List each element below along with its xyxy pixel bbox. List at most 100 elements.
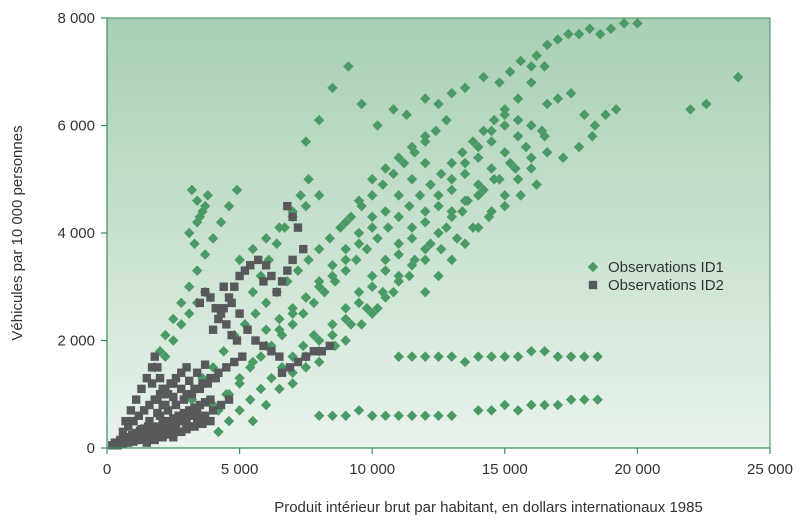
- point-id1-288: [446, 206, 457, 217]
- point-id1-43: [393, 211, 404, 223]
- point-id1-244: [433, 351, 444, 362]
- point-id1-111: [340, 335, 351, 346]
- point-id1-84: [380, 265, 391, 276]
- y-tick-label: 8 000: [57, 10, 95, 27]
- point-id2-34: [192, 408, 202, 418]
- point-id1-295: [340, 217, 351, 228]
- point-id1-264: [406, 410, 418, 421]
- x-axis-label: Produit intérieur brut par habitant, en …: [274, 499, 703, 516]
- point-id1-196: [271, 238, 282, 249]
- point-id2-45: [171, 373, 181, 383]
- point-id2-93: [267, 347, 276, 356]
- point-id1-208: [401, 109, 412, 120]
- point-id1-4: [218, 346, 229, 357]
- point-id2-54: [177, 384, 186, 394]
- point-id2-108: [317, 347, 327, 356]
- point-id1-81: [340, 313, 351, 325]
- point-id2-24: [139, 434, 149, 443]
- point-id1-85: [393, 249, 404, 260]
- point-id1-252: [539, 346, 550, 357]
- legend-label-id1: Observations ID1: [608, 259, 724, 276]
- point-id1-211: [446, 88, 457, 99]
- point-id1-237: [587, 131, 598, 142]
- point-id1-253: [552, 351, 564, 362]
- point-id2-59: [153, 363, 162, 372]
- point-id1-134: [313, 276, 325, 287]
- point-id2-146: [206, 373, 215, 383]
- point-id1-112: [356, 319, 367, 330]
- point-id1-107: [488, 174, 500, 185]
- point-id2-102: [272, 287, 281, 297]
- point-id1-64: [380, 254, 391, 266]
- point-id1-118: [451, 233, 463, 244]
- point-id1-172: [191, 265, 203, 276]
- point-id1-138: [367, 211, 378, 223]
- point-id2-82: [246, 261, 255, 270]
- point-id2-83: [253, 255, 263, 265]
- point-id2-14: [185, 406, 194, 415]
- point-id1-149: [393, 190, 404, 201]
- point-id1-137: [353, 227, 365, 239]
- point-id1-261: [367, 410, 378, 421]
- point-id1-222: [573, 28, 585, 40]
- point-id1-14: [324, 233, 335, 244]
- point-id1-122: [515, 190, 526, 201]
- point-id1-143: [313, 281, 325, 292]
- point-id2-10: [163, 416, 173, 426]
- point-id1-151: [420, 157, 431, 169]
- point-id1-293: [526, 152, 537, 163]
- point-id2-128: [126, 406, 136, 415]
- point-id1-117: [435, 243, 447, 255]
- point-id1-65: [393, 238, 404, 249]
- point-id1-136: [340, 243, 351, 255]
- point-id2-87: [219, 282, 228, 291]
- point-id1-156: [420, 243, 431, 255]
- point-id2-42: [155, 390, 165, 399]
- point-id2-25: [145, 431, 154, 441]
- point-id1-223: [584, 23, 595, 34]
- point-id1-256: [592, 351, 603, 362]
- point-id1-113: [372, 303, 383, 314]
- point-id1-140: [274, 313, 285, 325]
- point-id1-216: [515, 55, 526, 67]
- y-tick-label: 4 000: [57, 225, 95, 242]
- point-id2-84: [261, 261, 271, 270]
- point-id2-118: [142, 438, 151, 447]
- point-id1-207: [388, 104, 399, 115]
- point-id2-130: [137, 384, 146, 394]
- point-id2-61: [158, 384, 167, 394]
- point-id1-277: [592, 394, 603, 405]
- point-id2-85: [267, 271, 276, 281]
- point-id2-143: [182, 390, 191, 399]
- point-id1-209: [420, 93, 431, 104]
- point-id1-174: [207, 233, 219, 244]
- point-id1-42: [382, 222, 394, 233]
- point-id1-24: [430, 125, 442, 137]
- point-id1-15: [335, 222, 346, 233]
- point-id1-259: [340, 410, 351, 421]
- point-id1-129: [247, 356, 259, 368]
- point-id1-69: [446, 174, 457, 185]
- point-id1-30: [255, 351, 267, 362]
- point-id1-103: [425, 238, 436, 249]
- point-id1-226: [618, 18, 630, 29]
- point-id2-55: [185, 376, 194, 386]
- point-id1-272: [526, 399, 537, 411]
- point-id1-38: [340, 265, 351, 276]
- point-id1-183: [189, 238, 200, 249]
- point-id1-306: [473, 222, 484, 233]
- point-id1-279: [223, 415, 235, 427]
- point-id1-83: [367, 281, 378, 292]
- point-id1-302: [420, 286, 431, 298]
- point-id2-127: [121, 416, 130, 426]
- point-id2-132: [147, 363, 157, 372]
- point-id1-297: [367, 174, 378, 185]
- point-id1-203: [327, 82, 338, 94]
- point-id2-9: [158, 419, 167, 429]
- point-id1-217: [526, 61, 537, 72]
- point-id2-101: [277, 277, 287, 286]
- point-id2-89: [235, 309, 244, 318]
- point-id1-204: [343, 61, 354, 72]
- point-id1-193: [247, 286, 259, 298]
- point-id1-49: [457, 147, 468, 158]
